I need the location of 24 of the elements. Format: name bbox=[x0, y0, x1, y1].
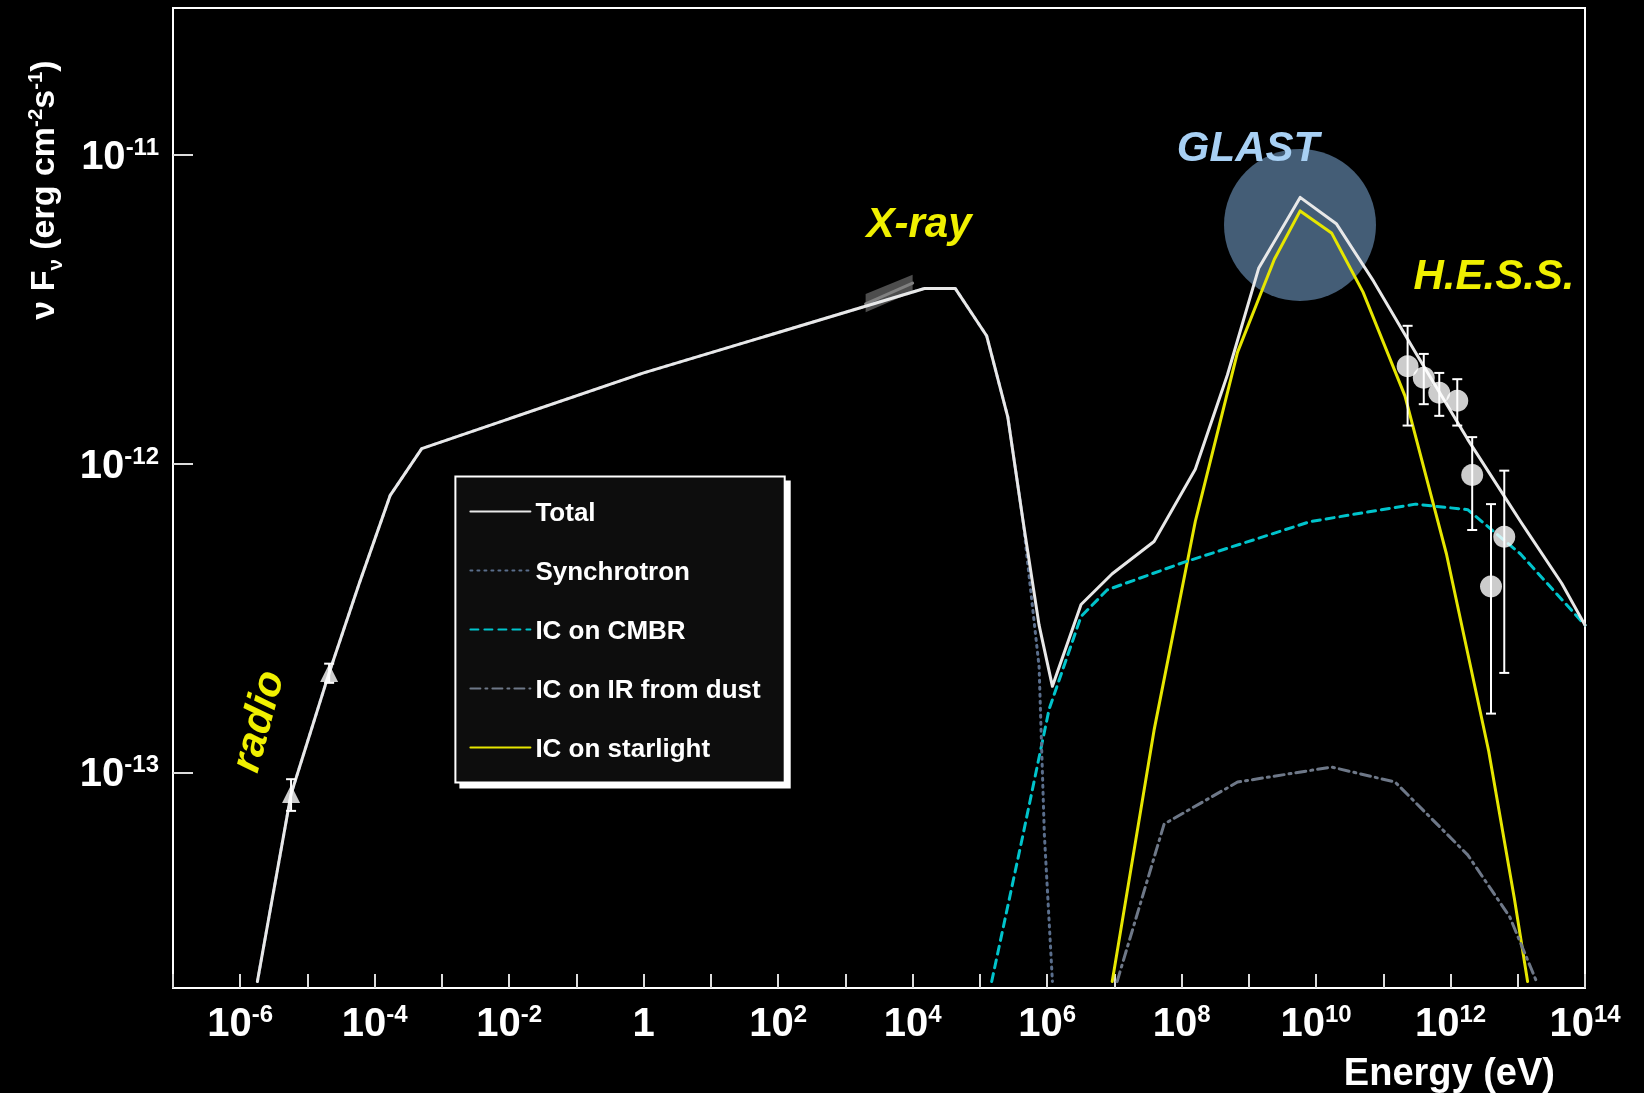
annotation: GLAST bbox=[1176, 123, 1320, 170]
x-tick-label: 1 bbox=[632, 1000, 655, 1044]
x-tick-label: 10$^{4}$ bbox=[883, 1000, 942, 1045]
x-tick-label: 10$^{6}$ bbox=[1018, 1000, 1077, 1045]
legend-label: IC on starlight bbox=[535, 732, 711, 763]
annotation: X-ray bbox=[866, 199, 972, 246]
annotation: radio bbox=[220, 665, 293, 777]
y-tick-label: 10$^{-12}$ bbox=[79, 441, 159, 486]
y-tick-label: 10$^{-13}$ bbox=[79, 750, 159, 795]
legend-label: Total bbox=[535, 496, 596, 527]
x-axis-title: Energy (eV) bbox=[1343, 1051, 1555, 1093]
legend-label: Synchrotron bbox=[535, 555, 690, 586]
x-tick-label: 10$^{-2}$ bbox=[476, 1000, 543, 1045]
x-tick-label: 10$^{10}$ bbox=[1280, 1000, 1352, 1045]
legend-label: IC on IR from dust bbox=[535, 673, 762, 704]
x-tick-label: 10$^{14}$ bbox=[1549, 1000, 1621, 1045]
x-tick-label: 10$^{-4}$ bbox=[341, 1000, 408, 1045]
legend-label: IC on CMBR bbox=[535, 614, 686, 645]
x-tick-label: 10$^{-6}$ bbox=[207, 1000, 274, 1045]
y-tick-label: 10$^{-11}$ bbox=[81, 133, 159, 178]
x-tick-label: 10$^{8}$ bbox=[1152, 1000, 1211, 1045]
x-tick-label: 10$^{12}$ bbox=[1414, 1000, 1487, 1045]
annotation: H.E.S.S. bbox=[1413, 251, 1575, 298]
x-tick-label: 10$^{2}$ bbox=[749, 1000, 808, 1045]
